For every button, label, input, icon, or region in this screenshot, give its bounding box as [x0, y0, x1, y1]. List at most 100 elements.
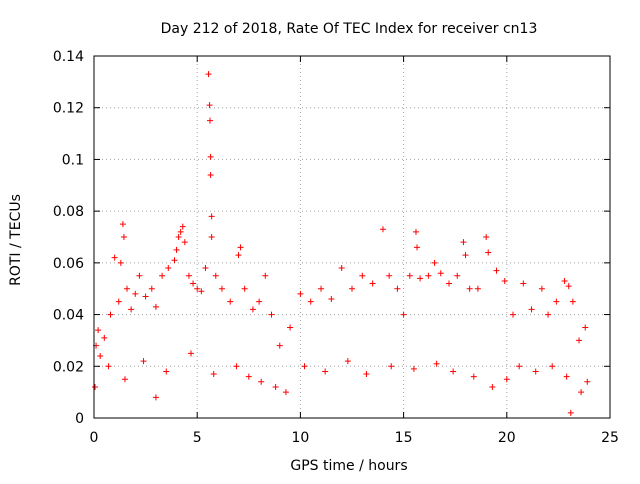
- data-point: [97, 352, 104, 359]
- data-point: [328, 296, 335, 303]
- data-point: [400, 311, 407, 318]
- data-point: [410, 365, 417, 372]
- data-point: [322, 368, 329, 375]
- data-point: [446, 280, 453, 287]
- x-tick-label: 25: [601, 430, 619, 446]
- x-axis-label: GPS time / hours: [290, 458, 407, 474]
- data-point: [207, 153, 214, 160]
- data-point: [338, 265, 345, 272]
- data-point: [363, 371, 370, 378]
- y-tick-label: 0.04: [53, 308, 84, 324]
- data-point: [120, 234, 127, 240]
- data-point: [272, 383, 279, 390]
- x-tick-label: 5: [193, 430, 202, 446]
- data-point: [207, 171, 214, 178]
- data-point: [206, 117, 213, 124]
- data-point: [483, 234, 490, 240]
- y-tick-label: 0.14: [53, 49, 84, 65]
- data-point: [349, 285, 355, 292]
- data-point: [503, 376, 510, 383]
- data-point: [249, 306, 256, 313]
- data-point: [148, 285, 155, 292]
- data-point: [121, 376, 128, 383]
- data-point: [553, 298, 560, 305]
- data-point: [111, 254, 118, 261]
- data-point: [140, 358, 147, 365]
- data-point: [297, 290, 304, 297]
- data-point: [433, 360, 440, 367]
- y-tick-label: 0: [75, 411, 84, 427]
- data-point: [235, 252, 242, 259]
- data-point: [425, 272, 432, 279]
- data-point: [569, 298, 576, 305]
- data-point: [466, 285, 473, 292]
- data-point: [152, 303, 159, 310]
- data-point: [152, 394, 159, 401]
- data-point: [179, 223, 186, 230]
- y-tick-label: 0.12: [53, 101, 84, 117]
- y-tick-label: 0.08: [53, 204, 84, 220]
- data-point: [245, 373, 252, 380]
- data-point: [227, 298, 234, 305]
- data-point: [105, 363, 112, 370]
- data-point: [359, 272, 366, 279]
- data-point: [417, 275, 424, 282]
- data-point: [165, 265, 172, 272]
- data-point: [142, 293, 149, 300]
- y-tick-label: 0.06: [53, 256, 84, 272]
- data-point: [107, 311, 114, 318]
- data-point: [258, 378, 265, 385]
- data-point: [412, 228, 419, 235]
- data-point: [101, 334, 108, 341]
- data-point: [565, 283, 572, 290]
- x-tick-label: 20: [498, 430, 516, 446]
- data-point: [115, 298, 122, 305]
- data-point: [202, 265, 209, 272]
- data-point: [241, 285, 248, 292]
- data-point: [318, 285, 325, 292]
- data-point: [470, 373, 477, 380]
- data-point: [212, 272, 219, 279]
- data-point: [188, 350, 195, 357]
- chart-title: Day 212 of 2018, Rate Of TEC Index for r…: [161, 21, 538, 37]
- data-point: [450, 368, 457, 375]
- data-point: [194, 285, 201, 292]
- data-point: [173, 246, 180, 253]
- data-point: [132, 290, 139, 297]
- data-point: [563, 373, 570, 380]
- data-point: [414, 244, 421, 251]
- data-point: [237, 244, 244, 251]
- data-point: [210, 371, 217, 378]
- data-point: [208, 234, 215, 240]
- data-point: [163, 368, 170, 375]
- plot-frame: [93, 55, 611, 419]
- data-point: [578, 389, 585, 396]
- data-point: [218, 285, 225, 292]
- data-point: [198, 288, 205, 295]
- data-point: [287, 324, 294, 331]
- data-point: [493, 267, 500, 274]
- data-point: [208, 213, 215, 220]
- data-point: [119, 221, 126, 228]
- data-point: [262, 272, 269, 279]
- data-point: [171, 257, 178, 264]
- data-point: [190, 280, 197, 287]
- data-point: [485, 249, 492, 256]
- data-point: [307, 298, 314, 305]
- data-point: [406, 272, 413, 279]
- data-point: [561, 277, 568, 284]
- data-point: [549, 363, 556, 370]
- data-point: [175, 234, 182, 240]
- data-point: [268, 311, 275, 318]
- data-point: [509, 311, 516, 318]
- data-point: [205, 71, 212, 78]
- data-point: [276, 342, 283, 349]
- data-point: [454, 272, 461, 279]
- data-point: [538, 285, 545, 292]
- data-point: [92, 383, 99, 390]
- data-point: [394, 285, 401, 292]
- axis-ticks: 0 5 10 15 20 25 0 0.02 0.04 0.06 0.08 0.1 0.12 0.14: [53, 49, 619, 446]
- data-point: [489, 383, 496, 390]
